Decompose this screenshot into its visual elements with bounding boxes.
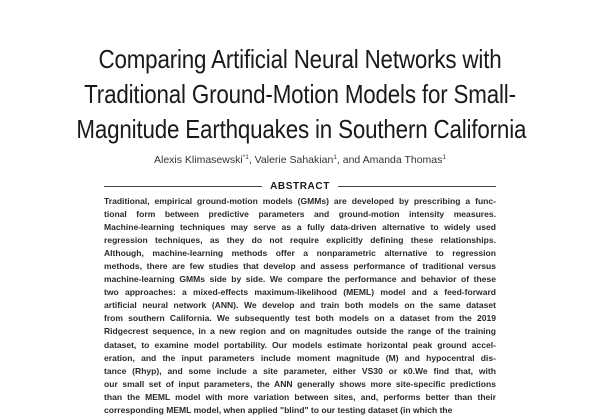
- abstract-line: machine-learning GMMs side by side. We c…: [104, 274, 496, 285]
- author-list: Alexis Klimasewski*1, Valerie Sahakian1,…: [100, 151, 500, 167]
- abstract-line: methods, there are few studies that deve…: [104, 261, 496, 272]
- author-affiliation-mark: *1: [242, 154, 249, 161]
- paper-page: Comparing Artificial Neural Networks wit…: [76, 42, 527, 415]
- abstract-line: Machine-learning techniques may serve as…: [104, 222, 496, 233]
- abstract-line: regression techniques, as they do not re…: [104, 235, 496, 246]
- author-name: Amanda Thomas: [362, 154, 443, 166]
- abstract-line: than the MEML model with more variation …: [104, 391, 496, 402]
- author-affiliation-mark: 1: [442, 154, 446, 161]
- abstract-text: Traditional, empirical ground-motion mod…: [104, 195, 496, 417]
- title-line-1: Comparing Artificial Neural Networks wit…: [98, 44, 502, 74]
- abstract-line: Although, machine-learning methods offer…: [104, 248, 496, 259]
- abstract-line: dataset, to examine model portability. O…: [104, 339, 496, 350]
- author-name: Alexis Klimasewski: [153, 154, 243, 166]
- abstract-line: Traditional, empirical ground-motion mod…: [104, 196, 496, 206]
- abstract-heading: ABSTRACT: [262, 180, 338, 194]
- abstract-line: tance (Rhyp), and some include a site pa…: [104, 365, 496, 376]
- title-line-3: Magnitude Earthquakes in Southern Califo…: [76, 114, 527, 144]
- abstract-line: tional form between predictive parameter…: [104, 209, 496, 220]
- abstract-header: ABSTRACT: [104, 180, 496, 194]
- paper-title: Comparing Artificial Neural Networks wit…: [76, 42, 527, 147]
- abstract-line: corresponding MEML model, when applied "…: [104, 404, 453, 415]
- abstract-line: our small set of input parameters, the A…: [104, 378, 496, 389]
- abstract-line: from southern California. We subsequentl…: [104, 313, 496, 324]
- author-separator: ,: [248, 154, 255, 166]
- abstract-line: two approaches: a mixed-effects maximum-…: [104, 287, 496, 298]
- author-separator: , and: [336, 154, 363, 166]
- abstract-line: eration, and the input parameters includ…: [104, 352, 496, 363]
- abstract-line: artificial neural network (ANN). We deve…: [104, 300, 496, 311]
- title-line-2: Traditional Ground-Motion Models for Sma…: [84, 79, 516, 109]
- abstract-line: Ridgecrest sequence, in a new region and…: [104, 326, 496, 337]
- author-affiliation-mark: 1: [333, 154, 337, 161]
- author-name: Valerie Sahakian: [254, 154, 334, 166]
